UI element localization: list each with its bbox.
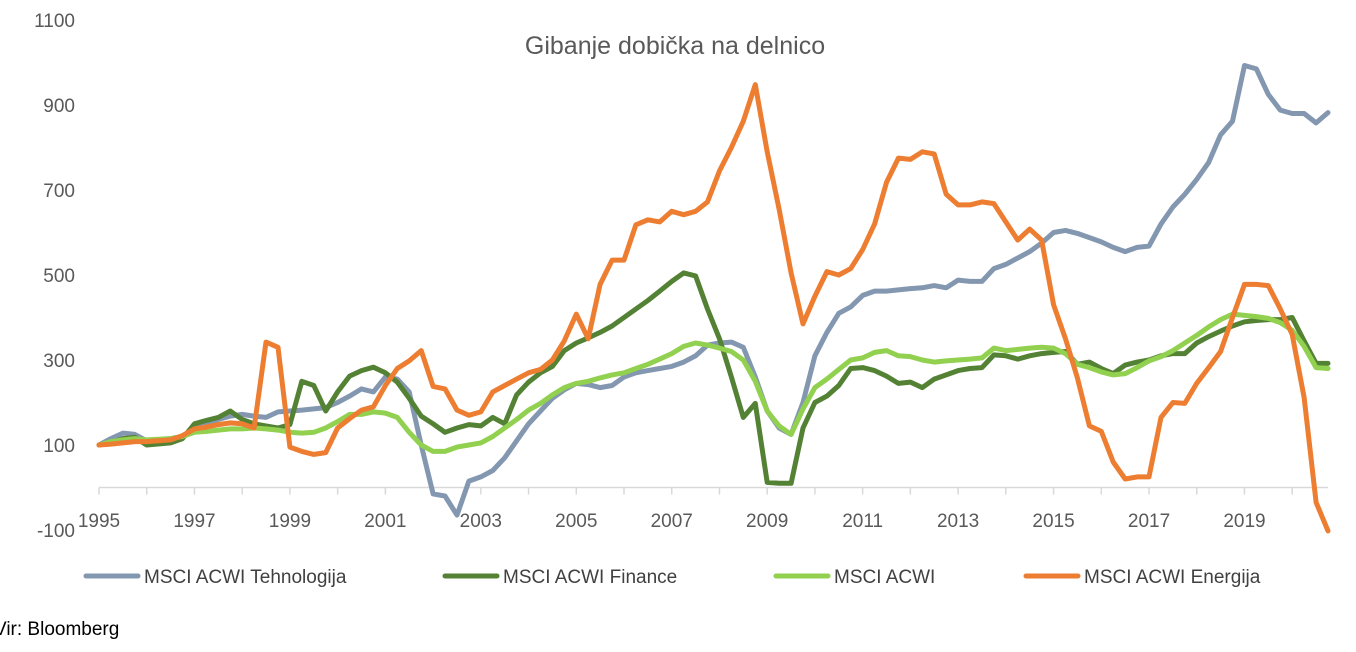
x-axis-tick-labels: 1995 1997 1999 2001 2003 2005 2007 2009 2011 2013…: [78, 487, 1293, 532]
legend-label: MSCI ACWI: [834, 567, 935, 588]
legend-label: MSCI ACWI Tehnologija: [144, 567, 347, 588]
y-tick-label: -100: [37, 521, 75, 542]
y-tick-label: 300: [43, 351, 75, 372]
x-tick-label: 1997: [173, 511, 215, 532]
x-tick-label: 1999: [269, 511, 311, 532]
series-line-2: [96, 270, 1331, 486]
series-line-1: [96, 63, 1331, 518]
x-tick-label: 2007: [651, 511, 693, 532]
y-tick-label: 500: [43, 266, 75, 287]
x-tick-label: 2009: [746, 511, 788, 532]
legend-label: MSCI ACWI Finance: [503, 567, 677, 588]
series-lines: [96, 63, 1331, 534]
legend-label: MSCI ACWI Energija: [1084, 567, 1261, 588]
series-line-4: [96, 82, 1331, 534]
chart-title: Gibanje dobička na delnico: [525, 32, 825, 60]
x-tick-label: 2001: [364, 511, 406, 532]
y-axis-tick-labels: -100 100 300 500 700 900 1100: [34, 11, 75, 542]
series-line-3: [96, 311, 1331, 454]
x-tick-label: 2005: [555, 511, 597, 532]
x-tick-label: 2011: [842, 511, 883, 532]
x-tick-label: 2003: [460, 511, 502, 532]
y-tick-label: 100: [43, 436, 75, 457]
x-tick-label: 1995: [78, 511, 120, 532]
y-tick-label: 900: [43, 96, 75, 117]
legend: MSCI ACWI Tehnologija MSCI ACWI Finance MS…: [83, 567, 1261, 588]
x-tick-label: 2017: [1128, 511, 1170, 532]
x-tick-label: 2015: [1032, 511, 1074, 532]
x-tick-label: 2019: [1223, 511, 1265, 532]
source-note: Vir: Bloomberg: [0, 619, 120, 640]
y-tick-label: 1100: [34, 11, 75, 32]
y-tick-label: 700: [43, 181, 75, 202]
x-tick-label: 2013: [937, 511, 979, 532]
